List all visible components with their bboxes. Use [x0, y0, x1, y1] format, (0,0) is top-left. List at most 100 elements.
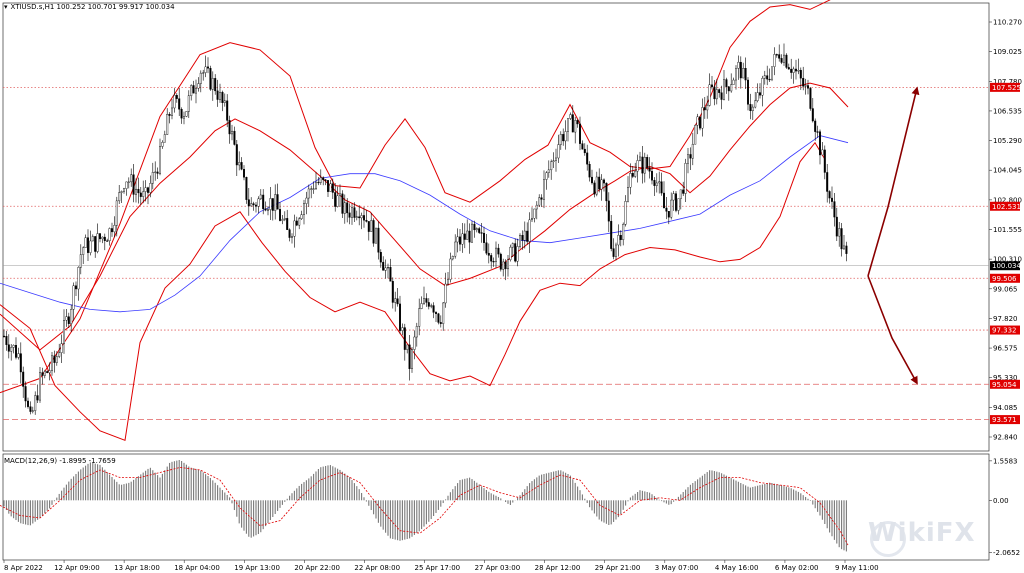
candle-body	[739, 61, 742, 79]
candle-body	[507, 259, 510, 270]
candle-body	[322, 177, 325, 181]
candle-body	[274, 194, 277, 211]
watermark-logo-icon	[870, 521, 906, 557]
candle-body	[154, 171, 157, 173]
candle-body	[367, 221, 370, 232]
candle-body	[391, 281, 394, 303]
candle-body	[564, 131, 567, 142]
candle-body	[511, 243, 514, 248]
moving-average-line	[0, 135, 849, 313]
candle-body	[17, 353, 20, 358]
candle-body	[689, 154, 692, 159]
candle-body	[444, 283, 447, 304]
x-tick-label: 8 Apr 2022	[4, 564, 43, 572]
candle-body	[22, 371, 25, 387]
candle-body	[346, 202, 349, 214]
candle-body	[206, 66, 209, 69]
candle-body	[499, 253, 502, 270]
candle-body	[665, 207, 668, 212]
candle-body	[67, 316, 70, 324]
candle-body	[336, 195, 339, 207]
candle-body	[48, 370, 51, 373]
candle-body	[96, 233, 99, 252]
candle-body	[58, 352, 61, 357]
candle-body	[190, 85, 193, 96]
candle-body	[586, 152, 589, 165]
candle-body	[230, 130, 233, 135]
candle-body	[528, 219, 531, 242]
candle-body	[651, 171, 654, 181]
candle-body	[423, 298, 426, 304]
y-tick-label: 95.330	[993, 374, 1018, 382]
candle-body	[723, 79, 726, 100]
candle-body	[425, 298, 428, 303]
candle-body	[538, 197, 541, 206]
x-tick-label: 18 Apr 04:00	[174, 564, 220, 572]
candle-body	[653, 179, 656, 186]
y-tick-label: 99.065	[993, 285, 1018, 293]
candle-body	[591, 176, 594, 184]
level-tag	[990, 415, 1020, 425]
candle-body	[262, 194, 265, 210]
candle-body	[63, 320, 66, 344]
candle-body	[120, 191, 123, 193]
candle-body	[771, 66, 774, 80]
candle-body	[300, 214, 303, 219]
candle-body	[562, 134, 565, 142]
candle-body	[144, 187, 147, 192]
candle-body	[271, 198, 274, 211]
bollinger-middle	[0, 82, 849, 351]
candle-body	[639, 156, 642, 161]
candle-body	[94, 236, 97, 252]
candle-body	[775, 54, 778, 56]
candle-body	[303, 203, 306, 215]
candle-body	[77, 267, 80, 290]
candle-body	[310, 188, 313, 190]
candle-body	[735, 68, 738, 81]
candle-body	[463, 233, 466, 240]
candle-body	[495, 247, 498, 262]
candle-body	[831, 197, 834, 202]
candle-body	[622, 224, 625, 240]
candle-body	[401, 327, 404, 331]
candle-body	[715, 89, 718, 100]
x-tick-label: 3 May 07:00	[655, 564, 699, 572]
candle-body	[72, 285, 75, 310]
candle-body	[845, 245, 848, 254]
candle-body	[799, 69, 802, 79]
candle-body	[413, 336, 416, 350]
candle-body	[125, 181, 128, 189]
candle-body	[103, 236, 106, 241]
x-tick-label: 13 Apr 18:00	[114, 564, 160, 572]
candle-body	[46, 371, 49, 373]
candle-body	[783, 54, 786, 63]
candle-body	[763, 75, 766, 79]
level-tag-label: 102.531	[992, 203, 1021, 211]
candle-body	[170, 107, 173, 116]
level-tag-label: 93.571	[992, 416, 1017, 424]
macd-y-tick-label: 0.00	[993, 497, 1009, 505]
candle-body	[533, 208, 536, 219]
candle-body	[603, 179, 606, 184]
candle-body	[252, 203, 255, 206]
candle-body	[514, 243, 517, 262]
candle-body	[110, 228, 113, 233]
candle-body	[744, 68, 747, 81]
level-tag	[990, 201, 1020, 211]
x-tick-label: 25 Apr 17:00	[415, 564, 461, 572]
candle-body	[166, 114, 169, 135]
candle-body	[82, 247, 85, 255]
y-tick-label: 105.290	[993, 137, 1022, 145]
candle-body	[471, 223, 474, 243]
candle-body	[730, 84, 733, 92]
candle-body	[840, 228, 843, 250]
candle-body	[435, 312, 438, 314]
candle-body	[115, 200, 118, 226]
candle-body	[807, 85, 810, 89]
candle-body	[780, 58, 783, 63]
candle-body	[175, 95, 178, 99]
candle-body	[523, 230, 526, 241]
caret-down-icon[interactable]: ▾	[4, 3, 8, 11]
bollinger-bands	[0, 0, 849, 441]
